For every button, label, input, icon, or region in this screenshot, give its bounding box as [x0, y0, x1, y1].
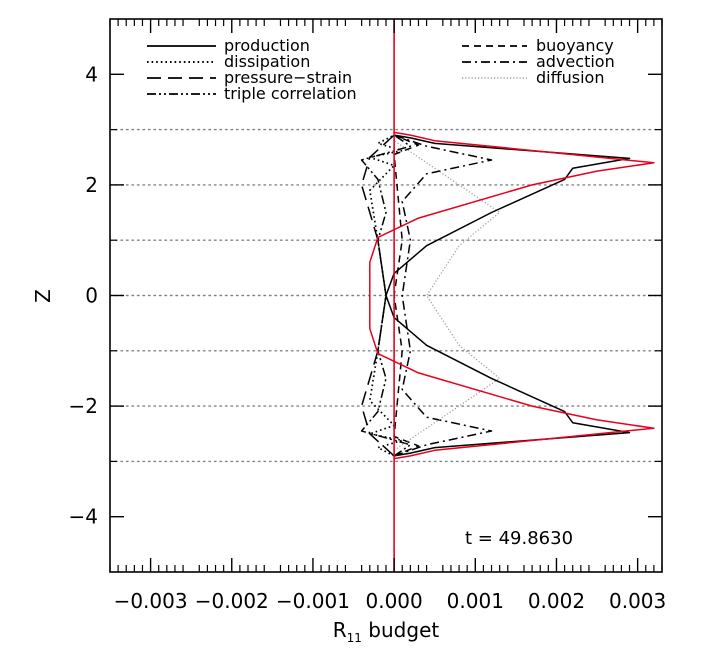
x-tick-label: 0.003: [609, 589, 666, 613]
legend: productiondissipationpressure−straintrip…: [147, 36, 615, 103]
legend-label: triple correlation: [224, 84, 357, 103]
y-tick-label: 4: [85, 62, 98, 86]
series-total: [369, 131, 655, 460]
x-axis-label-tail: budget: [362, 618, 439, 642]
series-production: [385, 134, 631, 457]
legend-label: pressure−strain: [224, 68, 352, 87]
legend-label: diffusion: [536, 68, 604, 87]
legend-label: production: [224, 36, 310, 55]
legend-label: advection: [536, 52, 615, 71]
x-tick-label: 0.001: [447, 589, 504, 613]
x-axis-label-main: R: [333, 618, 347, 642]
series-diffusion: [393, 140, 501, 451]
tick-labels: −0.003 −0.002 −0.001 0.000 0.001 0.002 0.003 −4…: [69, 62, 667, 613]
plot-frame: [109, 18, 663, 573]
y-tick-label: −4: [69, 505, 98, 529]
y-tick-label: 0: [85, 284, 98, 308]
y-tick-label: −2: [69, 394, 98, 418]
x-axis-label: R11 budget: [333, 618, 440, 645]
x-tick-label: −0.003: [114, 589, 188, 613]
time-annotation: t = 49.8630: [465, 528, 573, 549]
legend-label: dissipation: [224, 52, 310, 71]
x-tick-label: 0.000: [365, 589, 422, 613]
series-lines: [360, 19, 655, 572]
x-tick-label: −0.002: [195, 589, 269, 613]
x-tick-label: 0.002: [528, 589, 585, 613]
legend-label: buoyancy: [536, 36, 614, 55]
axis-ticks: [109, 19, 663, 572]
series-triple-correlation: [360, 134, 412, 457]
x-tick-label: −0.001: [276, 589, 350, 613]
series-advection: [393, 134, 493, 457]
y-axis-label: Z: [31, 289, 55, 303]
x-axis-label-subscript: 11: [347, 631, 362, 645]
y-tick-label: 2: [85, 173, 98, 197]
